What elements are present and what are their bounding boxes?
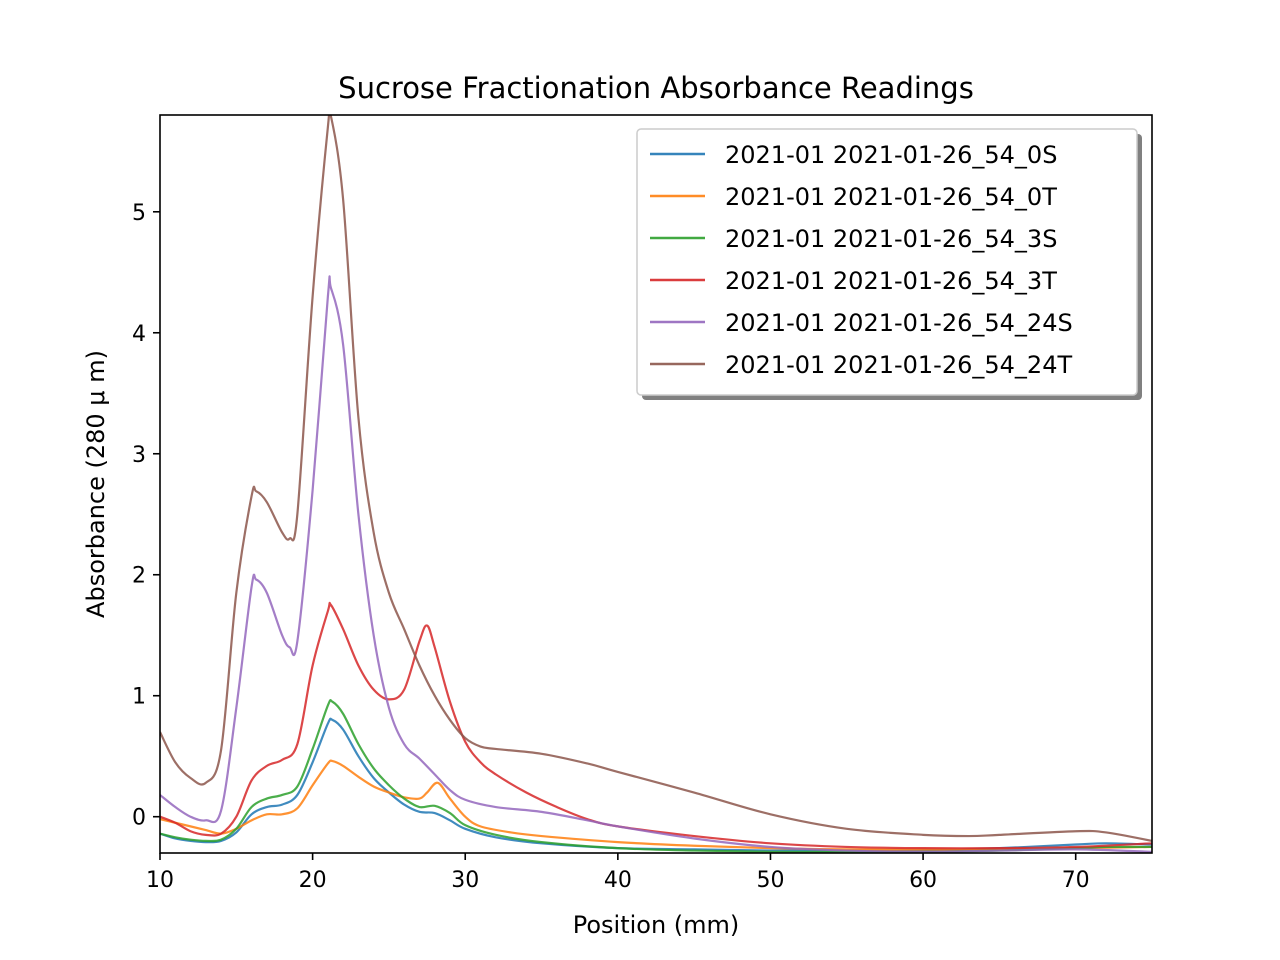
legend-label-0: 2021-01 2021-01-26_54_0S — [725, 141, 1057, 169]
x-tick-label: 40 — [604, 868, 632, 893]
series-line-4 — [160, 275, 1152, 853]
y-tick-label: 0 — [132, 806, 146, 831]
x-axis-label: Position (mm) — [573, 911, 740, 939]
x-tick-label: 10 — [146, 868, 174, 893]
y-tick-label: 5 — [132, 201, 146, 226]
y-axis-label: Absorbance (280 μ m) — [82, 350, 110, 618]
y-tick-label: 3 — [132, 443, 146, 468]
x-tick-label: 70 — [1062, 868, 1090, 893]
series-line-3 — [160, 601, 1152, 850]
y-tick-label: 2 — [132, 564, 146, 589]
legend-label-4: 2021-01 2021-01-26_54_24S — [725, 309, 1073, 337]
series-line-5 — [160, 115, 1152, 842]
legend-label-5: 2021-01 2021-01-26_54_24T — [725, 351, 1072, 379]
y-tick-label: 4 — [132, 322, 146, 347]
chart-title: Sucrose Fractionation Absorbance Reading… — [338, 71, 974, 105]
y-tick-label: 1 — [132, 685, 146, 710]
legend-label-2: 2021-01 2021-01-26_54_3S — [725, 225, 1057, 253]
x-tick-label: 50 — [756, 868, 784, 893]
legend-label-3: 2021-01 2021-01-26_54_3T — [725, 267, 1057, 295]
legend-label-1: 2021-01 2021-01-26_54_0T — [725, 183, 1057, 211]
x-tick-label: 30 — [451, 868, 479, 893]
legend: 2021-01 2021-01-26_54_0S 2021-01 2021-01-… — [636, 128, 1142, 400]
plot-frame — [159, 114, 1153, 854]
x-tick-label: 20 — [299, 868, 327, 893]
series-layer — [160, 115, 1152, 853]
series-line-2 — [160, 699, 1152, 853]
x-tick-label: 60 — [909, 868, 937, 893]
axes-layer: 10 20 30 40 50 60 70 0 1 2 3 4 5 — [132, 201, 1090, 893]
legend-box — [636, 128, 1138, 396]
